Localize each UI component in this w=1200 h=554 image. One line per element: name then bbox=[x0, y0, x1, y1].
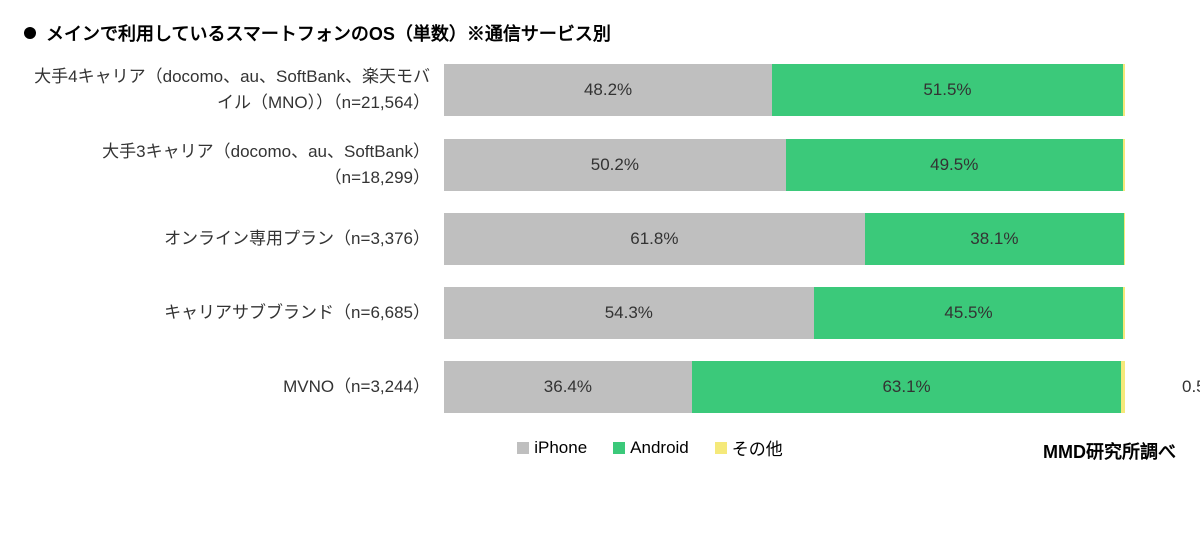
bar-segment-iPhone: 50.2% bbox=[444, 139, 786, 191]
bar-segment-Android: 63.1% bbox=[692, 361, 1122, 413]
chart-row: 大手4キャリア（docomo、au、SoftBank、楽天モバイル（MNO））（… bbox=[24, 64, 1176, 117]
title-bullet-icon bbox=[24, 27, 36, 39]
category-label: キャリアサブブランド（n=6,685） bbox=[24, 287, 444, 339]
bar: 54.3%45.5% bbox=[444, 287, 1176, 339]
bar-segment-iPhone: 61.8% bbox=[444, 213, 865, 265]
legend-item-iPhone: iPhone bbox=[517, 438, 587, 458]
bar: 48.2%51.5% bbox=[444, 64, 1176, 116]
bar: 61.8%38.1% bbox=[444, 213, 1176, 265]
category-label: 大手4キャリア（docomo、au、SoftBank、楽天モバイル（MNO））（… bbox=[24, 64, 444, 117]
bar-segment-その他 bbox=[1124, 213, 1125, 265]
bar-segment-Android: 45.5% bbox=[814, 287, 1124, 339]
legend-label: iPhone bbox=[534, 438, 587, 458]
chart-row: キャリアサブブランド（n=6,685）54.3%45.5% bbox=[24, 287, 1176, 339]
legend-item-Android: Android bbox=[613, 438, 689, 458]
chart-row: MVNO（n=3,244）36.4%63.1%0.5% bbox=[24, 361, 1176, 413]
bar: 50.2%49.5% bbox=[444, 139, 1176, 191]
chart-row: オンライン専用プラン（n=3,376）61.8%38.1% bbox=[24, 213, 1176, 265]
footer: MMD研究所調べ bbox=[24, 438, 1176, 464]
stacked-bar-chart: 大手4キャリア（docomo、au、SoftBank、楽天モバイル（MNO））（… bbox=[24, 64, 1176, 413]
legend-swatch-icon bbox=[613, 442, 625, 454]
title-row: メインで利用しているスマートフォンのOS（単数）※通信サービス別 bbox=[24, 20, 1176, 46]
bar: 36.4%63.1%0.5% bbox=[444, 361, 1176, 413]
bar-segment-Android: 49.5% bbox=[786, 139, 1123, 191]
overflow-value-label: 0.5% bbox=[1176, 377, 1200, 397]
bar-segment-Android: 51.5% bbox=[772, 64, 1123, 116]
bar-segment-その他 bbox=[1123, 64, 1125, 116]
bar-segment-その他 bbox=[1123, 287, 1124, 339]
chart-row: 大手3キャリア（docomo、au、SoftBank）（n=18,299）50.… bbox=[24, 139, 1176, 192]
bar-segment-その他 bbox=[1121, 361, 1124, 413]
bar-segment-Android: 38.1% bbox=[865, 213, 1124, 265]
source-credit: MMD研究所調べ bbox=[1043, 438, 1176, 464]
category-label: オンライン専用プラン（n=3,376） bbox=[24, 213, 444, 265]
bar-segment-iPhone: 48.2% bbox=[444, 64, 772, 116]
chart-title: メインで利用しているスマートフォンのOS（単数）※通信サービス別 bbox=[46, 20, 611, 46]
bar-segment-iPhone: 36.4% bbox=[444, 361, 692, 413]
legend-label: その他 bbox=[732, 435, 783, 460]
legend-swatch-icon bbox=[517, 442, 529, 454]
legend-swatch-icon bbox=[715, 442, 727, 454]
category-label: MVNO（n=3,244） bbox=[24, 361, 444, 413]
category-label: 大手3キャリア（docomo、au、SoftBank）（n=18,299） bbox=[24, 139, 444, 192]
legend-label: Android bbox=[630, 438, 689, 458]
bar-segment-iPhone: 54.3% bbox=[444, 287, 814, 339]
bar-segment-その他 bbox=[1123, 139, 1125, 191]
legend-item-その他: その他 bbox=[715, 435, 783, 460]
